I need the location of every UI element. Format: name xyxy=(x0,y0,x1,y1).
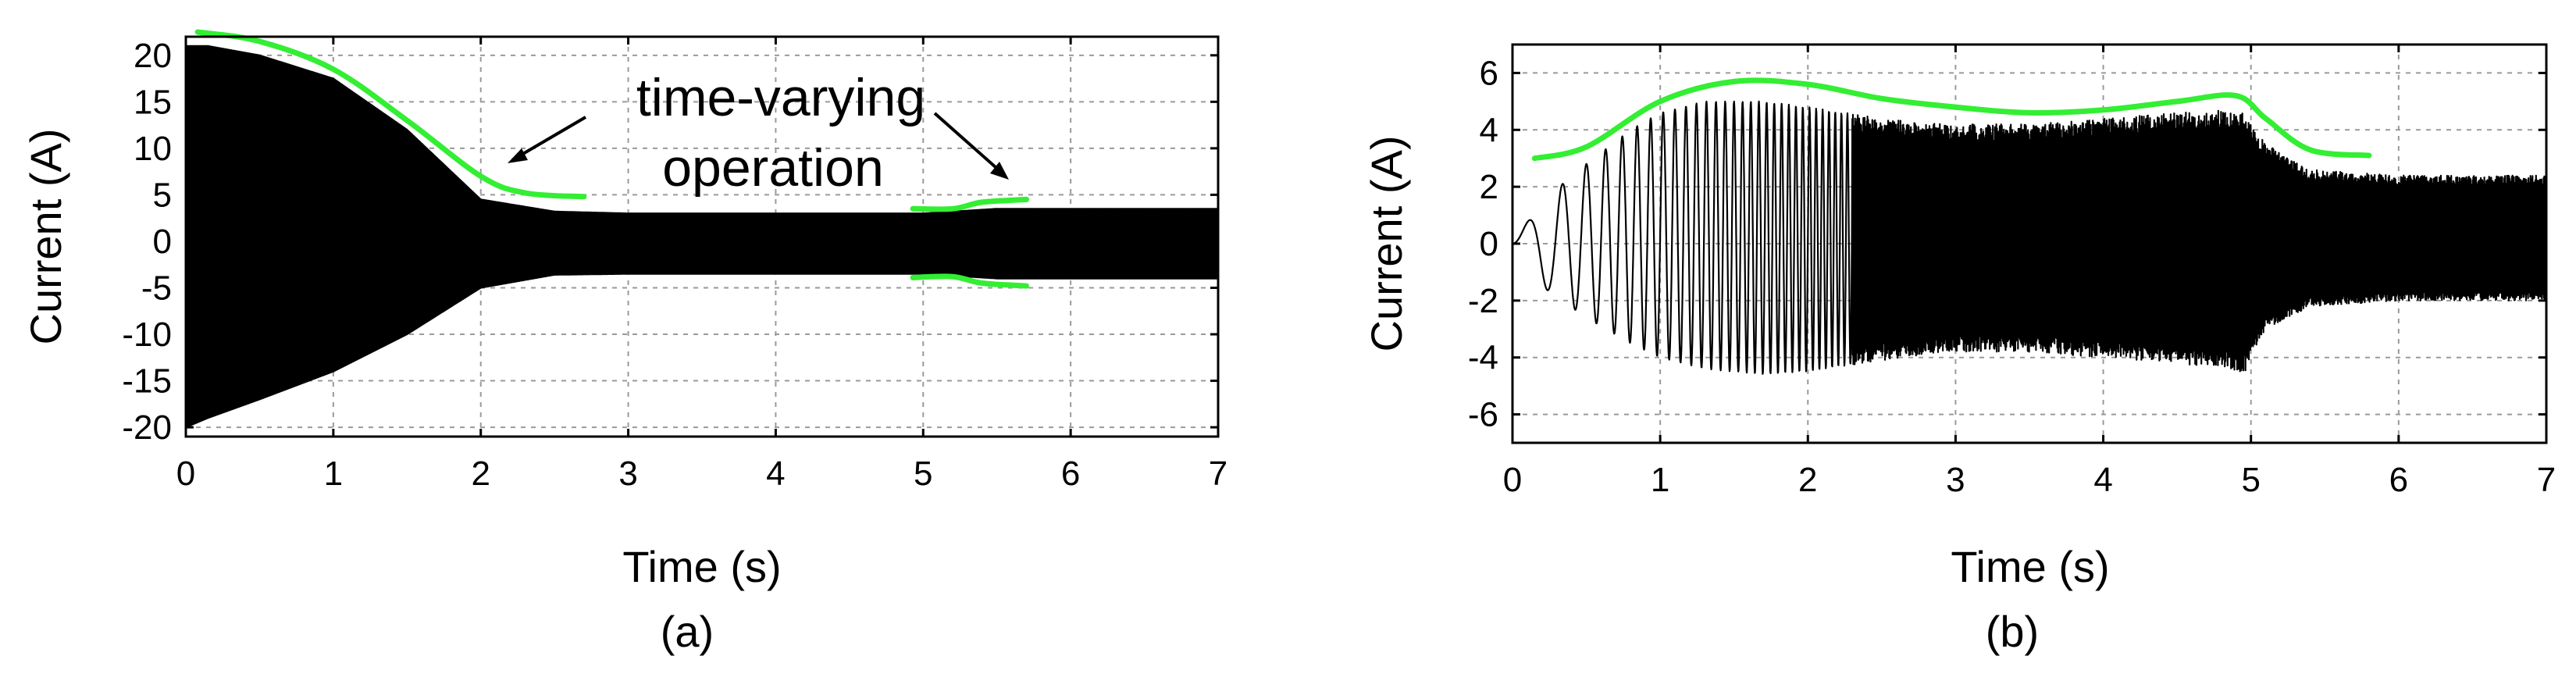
signal-line xyxy=(1512,102,2546,374)
y-tick-labels-a: -20 -15 -10 -5 0 5 10 15 20 xyxy=(122,37,172,447)
y-tick-label: 10 xyxy=(134,130,172,168)
x-tick-labels-b: 0 1 2 3 4 5 6 7 xyxy=(1503,461,2556,499)
x-tick-label: 5 xyxy=(2241,461,2260,499)
annotation-arrow-left xyxy=(508,117,586,163)
x-tick-label: 2 xyxy=(1798,461,1817,499)
x-tick-label: 7 xyxy=(1209,455,1227,493)
y-tick-label: -6 xyxy=(1468,396,1498,434)
chart-panel-b: 0 1 2 3 4 5 6 7 -6 -4 -2 0 2 4 6 Time (s) Current (A)… xyxy=(1362,45,2556,656)
envelope-curve xyxy=(913,199,1026,209)
y-axis-label-b: Current (A) xyxy=(1362,136,1411,352)
x-tick-label: 7 xyxy=(2537,461,2556,499)
y-tick-label: -10 xyxy=(122,316,172,354)
caption-a: (a) xyxy=(661,607,714,656)
y-axis-label-a: Current (A) xyxy=(21,129,70,345)
y-tick-label: -5 xyxy=(141,269,172,307)
y-tick-label: -20 xyxy=(122,408,172,447)
x-tick-label: 0 xyxy=(176,455,195,493)
x-tick-label: 1 xyxy=(1651,461,1669,499)
y-tick-label: 6 xyxy=(1480,54,1498,92)
y-tick-label: 2 xyxy=(1480,168,1498,206)
x-axis-label-b: Time (s) xyxy=(1951,542,2109,591)
annotation-line-2: operation xyxy=(662,138,884,198)
x-tick-label: 3 xyxy=(618,455,637,493)
y-tick-label: 5 xyxy=(153,176,172,214)
x-tick-label: 4 xyxy=(2093,461,2112,499)
y-tick-label: -4 xyxy=(1468,339,1498,377)
x-axis-label-a: Time (s) xyxy=(622,542,781,591)
x-tick-label: 6 xyxy=(1061,455,1080,493)
chart-panel-a: 0 1 2 3 4 5 6 7 -20 -15 -10 -5 0 5 10 15 20 Time (s) Cu… xyxy=(21,32,1227,656)
y-tick-label: 0 xyxy=(153,223,172,261)
x-tick-label: 2 xyxy=(471,455,490,493)
x-tick-label: 1 xyxy=(324,455,343,493)
y-tick-label: 4 xyxy=(1480,111,1498,149)
signal-b xyxy=(1512,102,2546,374)
y-tick-label: 15 xyxy=(134,83,172,121)
caption-b: (b) xyxy=(1986,607,2039,656)
annotation-line-1: time-varying xyxy=(636,68,925,127)
x-tick-label: 6 xyxy=(2389,461,2408,499)
x-tick-label: 4 xyxy=(766,455,785,493)
annotation-arrow-right xyxy=(935,113,1009,180)
y-tick-label: 0 xyxy=(1480,225,1498,263)
y-tick-label: 20 xyxy=(134,37,172,75)
x-tick-label: 0 xyxy=(1503,461,1522,499)
x-tick-label: 3 xyxy=(1946,461,1965,499)
y-tick-label: -15 xyxy=(122,362,172,401)
y-tick-label: -2 xyxy=(1468,282,1498,320)
x-tick-labels-a: 0 1 2 3 4 5 6 7 xyxy=(176,455,1227,493)
x-tick-label: 5 xyxy=(914,455,932,493)
y-tick-labels-b: -6 -4 -2 0 2 4 6 xyxy=(1468,54,1498,433)
